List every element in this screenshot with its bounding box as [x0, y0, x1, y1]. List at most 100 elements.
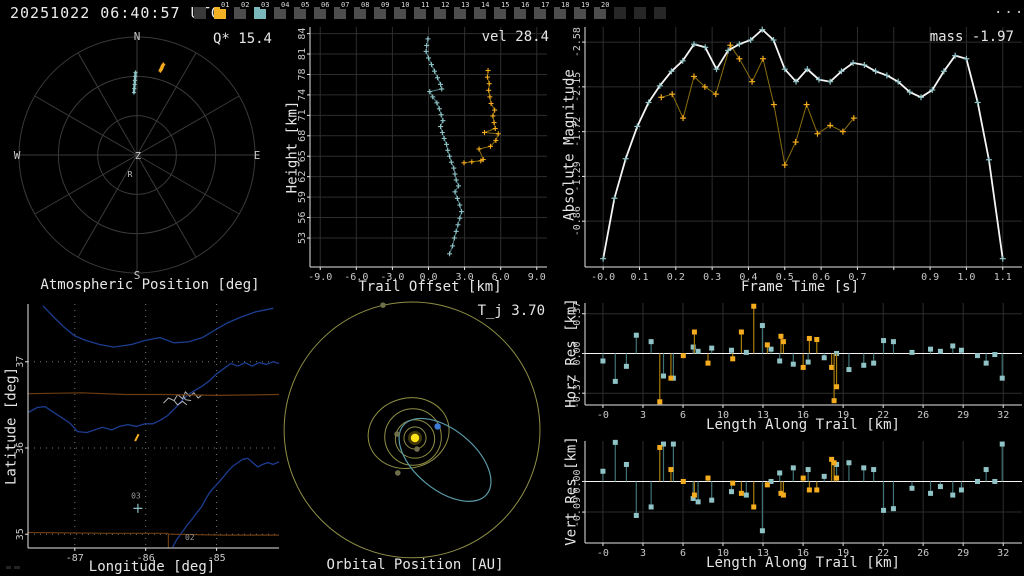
residual-horz-ylabel: Horz Res [km]: [565, 298, 580, 408]
svg-text:0.9: 0.9: [921, 272, 939, 283]
svg-text:N: N: [134, 30, 141, 43]
tile-number: 17: [540, 1, 550, 9]
orbit-plot: [280, 300, 560, 576]
residuals-plot: -03610131619222629320.370.00-0.37-036101…: [560, 300, 1024, 576]
map-xlabel: Longitude [deg]: [89, 560, 215, 575]
station-tile-06[interactable]: 06: [312, 0, 332, 24]
timestamp: 20251022 06:40:57 UTC: [10, 4, 221, 22]
tile-number: 20: [600, 1, 610, 9]
tile-swatch: [634, 7, 646, 19]
app-screen: 20251022 06:40:57 UTC 010203040506070809…: [0, 0, 1024, 576]
station-tile-18[interactable]: 18: [552, 0, 572, 24]
svg-text:35: 35: [15, 528, 26, 540]
overflow-menu[interactable]: ...: [994, 1, 1024, 17]
svg-text:-0: -0: [597, 410, 609, 421]
tile-number: 01: [220, 1, 230, 9]
svg-text:81: 81: [297, 48, 308, 60]
magnitude-xlabel: Frame Time [s]: [741, 280, 859, 295]
station-tile-15[interactable]: 15: [492, 0, 512, 24]
station-tile-10[interactable]: 10: [392, 0, 412, 24]
svg-text:37: 37: [15, 356, 26, 368]
svg-text:-0: -0: [597, 548, 609, 559]
map-ylabel: Latitude [deg]: [5, 367, 20, 485]
tile-number: 15: [500, 1, 510, 9]
residual-vert-ylabel: Vert Res [km]: [565, 436, 580, 546]
tile-blank: [192, 0, 212, 24]
tile-number: 06: [320, 1, 330, 9]
tile-swatch: [194, 7, 206, 19]
station-tile-04[interactable]: 04: [272, 0, 292, 24]
svg-text:26: 26: [917, 548, 929, 559]
station-tile-13[interactable]: 13: [452, 0, 472, 24]
qstar-value: Q* 15.4: [213, 32, 272, 47]
station-tile-05[interactable]: 05: [292, 0, 312, 24]
tile-number: 12: [440, 1, 450, 9]
svg-text:3: 3: [640, 410, 646, 421]
mass-value: mass -1.97: [930, 30, 1014, 45]
svg-text:W: W: [14, 149, 21, 162]
svg-text:03: 03: [131, 491, 141, 500]
station-tile-20[interactable]: 20: [592, 0, 612, 24]
trail-xlabel: Trail Offset [km]: [358, 280, 501, 295]
station-tile-17[interactable]: 17: [532, 0, 552, 24]
tisserand-value: T_j 3.70: [478, 304, 545, 319]
svg-text:56: 56: [297, 212, 308, 224]
svg-text:53: 53: [297, 232, 308, 244]
station-tile-08[interactable]: 08: [352, 0, 372, 24]
tile-number: 10: [400, 1, 410, 9]
station-tile-07[interactable]: 07: [332, 0, 352, 24]
svg-text:84: 84: [297, 28, 308, 40]
tile-number: 14: [480, 1, 490, 9]
svg-text:02: 02: [185, 533, 195, 542]
station-tile-19[interactable]: 19: [572, 0, 592, 24]
svg-text:R: R: [128, 170, 133, 179]
residual-horz-xlabel: Length Along Trail [km]: [706, 418, 900, 433]
trail-offset-plot: -9.0-6.0-3.00.03.06.09.05356596265687174…: [280, 24, 560, 300]
tile-swatch: [614, 7, 626, 19]
residual-vert-xlabel: Length Along Trail [km]: [706, 556, 900, 571]
station-tile-16[interactable]: 16: [512, 0, 532, 24]
svg-text:-87: -87: [66, 553, 84, 564]
svg-text:29: 29: [957, 548, 969, 559]
station-tile-09[interactable]: 09: [372, 0, 392, 24]
trail-ylabel: Height [km]: [286, 101, 301, 194]
orbit-axis-label: Orbital Position [AU]: [326, 558, 503, 573]
magnitude-ylabel: Absolute Magnitude: [563, 69, 578, 221]
svg-text:1.1: 1.1: [994, 272, 1012, 283]
station-tile-bar: 0102030405060708091011121314151617181920: [192, 0, 682, 24]
station-tile-01[interactable]: 01: [212, 0, 232, 24]
svg-text:-9.0: -9.0: [308, 272, 332, 283]
atmospheric-axis-label: Atmospheric Position [deg]: [40, 278, 259, 293]
tile-number: 18: [560, 1, 570, 9]
tile-blank: [632, 0, 652, 24]
svg-text:26: 26: [917, 410, 929, 421]
svg-text:3: 3: [640, 548, 646, 559]
svg-text:29: 29: [957, 410, 969, 421]
station-tile-03[interactable]: 03: [252, 0, 272, 24]
station-tile-14[interactable]: 14: [472, 0, 492, 24]
tile-number: 19: [580, 1, 590, 9]
svg-text:0.1: 0.1: [630, 272, 648, 283]
svg-text:9.0: 9.0: [528, 272, 546, 283]
magnitude-plot: -0.00.10.20.30.40.50.60.70.91.01.1-2.58-…: [560, 24, 1024, 300]
tile-blank: [612, 0, 632, 24]
svg-text:32: 32: [997, 410, 1009, 421]
tile-blank: [652, 0, 672, 24]
tile-swatch: [654, 7, 666, 19]
tile-number: 08: [360, 1, 370, 9]
station-tile-11[interactable]: 11: [412, 0, 432, 24]
svg-text:E: E: [254, 149, 261, 162]
velocity-value: vel 28.4: [482, 30, 549, 45]
tile-number: 03: [260, 1, 270, 9]
station-tile-02[interactable]: 02: [232, 0, 252, 24]
svg-text:-2.58: -2.58: [572, 27, 583, 57]
tile-number: 11: [420, 1, 430, 9]
svg-text:Z: Z: [135, 151, 141, 162]
tile-number: 02: [240, 1, 250, 9]
station-tile-12[interactable]: 12: [432, 0, 452, 24]
svg-text:74: 74: [297, 89, 308, 101]
svg-text:78: 78: [297, 68, 308, 80]
corner-watermark: [14, 566, 20, 569]
tile-number: 13: [460, 1, 470, 9]
svg-text:1.0: 1.0: [957, 272, 975, 283]
